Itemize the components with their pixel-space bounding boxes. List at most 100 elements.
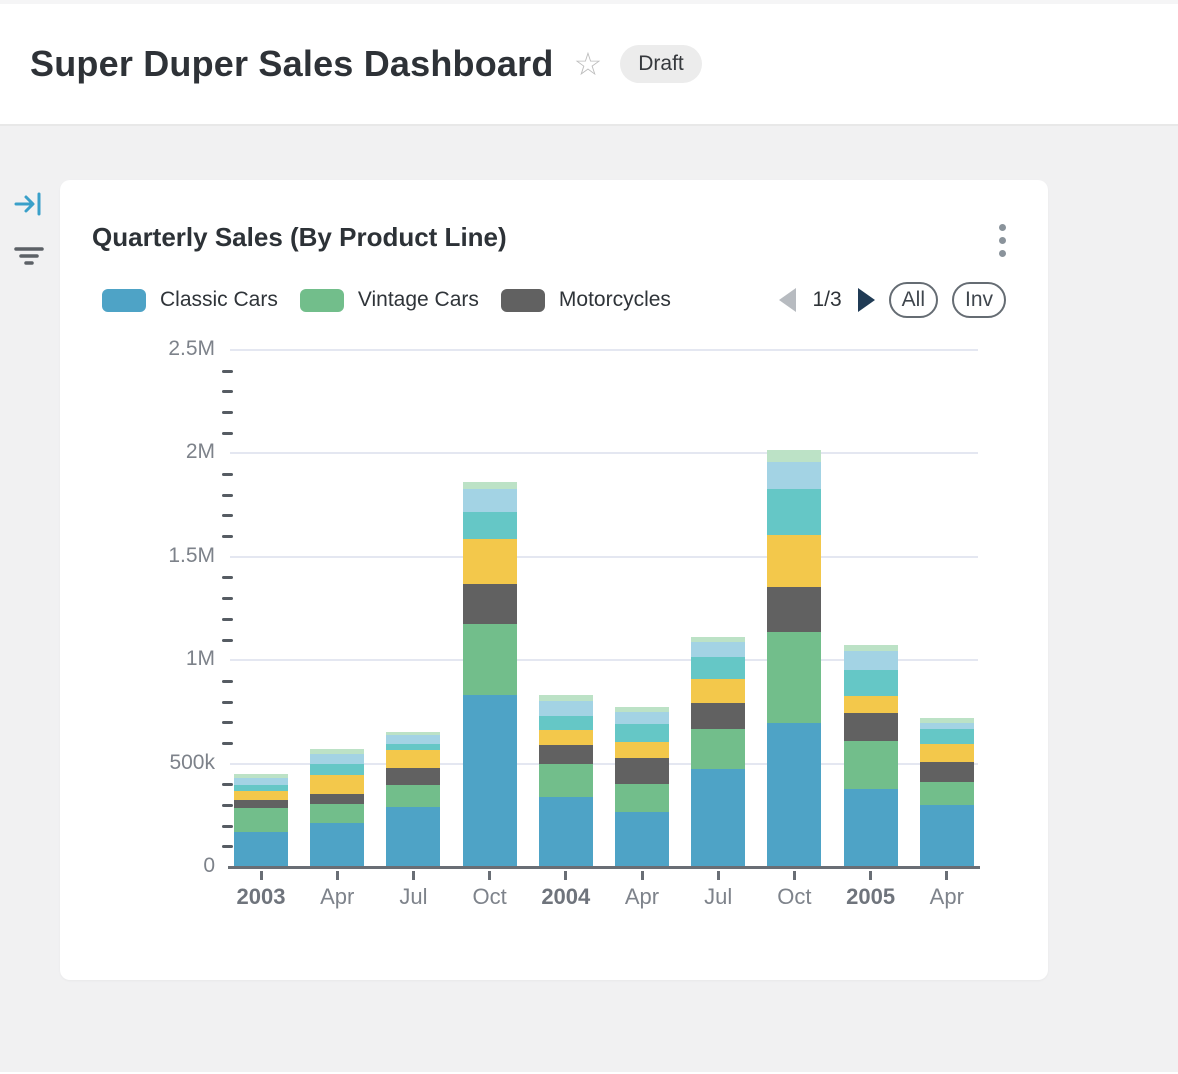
legend-item-classic-cars[interactable]: Classic Cars bbox=[102, 288, 278, 312]
y-axis-minor-tick bbox=[222, 741, 233, 745]
kebab-menu-icon[interactable] bbox=[995, 220, 1010, 261]
stacked-bar-2004-4[interactable] bbox=[538, 694, 593, 866]
stacked-bar-jul-2[interactable] bbox=[386, 731, 441, 866]
bar-segment bbox=[843, 713, 898, 741]
y-axis-minor-tick bbox=[222, 411, 233, 415]
pager-prev-icon[interactable] bbox=[779, 288, 797, 312]
stacked-bar-oct-3[interactable] bbox=[462, 481, 517, 866]
bar-segment bbox=[919, 743, 974, 762]
legend-swatch-vintage-cars bbox=[299, 288, 344, 312]
x-axis-tick bbox=[259, 871, 263, 880]
bar-segment bbox=[843, 740, 898, 789]
x-axis-label: Jul bbox=[704, 884, 733, 909]
bar-segment bbox=[462, 481, 517, 490]
bar-segment bbox=[919, 722, 974, 729]
x-axis-label: Oct bbox=[777, 884, 812, 909]
bar-segment bbox=[843, 788, 898, 866]
stacked-bar-apr-1[interactable] bbox=[310, 749, 365, 866]
filter-icon[interactable] bbox=[13, 244, 45, 273]
page-title: Super Duper Sales Dashboard bbox=[30, 43, 554, 84]
chart-card: Quarterly Sales (By Product Line) Classi… bbox=[60, 180, 1048, 980]
bar-segment bbox=[538, 715, 593, 731]
x-axis-line bbox=[228, 866, 980, 869]
bar-segment bbox=[462, 695, 517, 866]
bar-segment bbox=[310, 793, 365, 804]
legend-item-motorcycles[interactable]: Motorcycles bbox=[500, 288, 671, 312]
x-axis-tick bbox=[640, 871, 644, 880]
bar-segment bbox=[538, 730, 593, 746]
bar-segment bbox=[767, 449, 822, 462]
bar-segment bbox=[234, 791, 288, 801]
bar-segment bbox=[462, 512, 517, 540]
bar-segment bbox=[615, 741, 669, 759]
bar-segment bbox=[234, 807, 288, 832]
bar-segment bbox=[462, 583, 517, 624]
bar-segment bbox=[919, 781, 974, 805]
chart-title: Quarterly Sales (By Product Line) bbox=[92, 222, 507, 252]
bar-segment bbox=[615, 724, 669, 742]
y-axis-minor-tick bbox=[222, 845, 233, 849]
legend-inv-button[interactable]: Inv bbox=[951, 282, 1006, 318]
bar-segment bbox=[615, 711, 669, 725]
chart-plot-area: 2.5M 2M 1.5M 1M 500k 0 2003 Apr Jul Oct 2004 Apr Jul… bbox=[168, 337, 980, 909]
bar-segment bbox=[386, 806, 441, 866]
y-axis-minor-tick bbox=[222, 431, 233, 435]
x-axis-tick bbox=[792, 871, 796, 880]
bar-segment bbox=[691, 679, 746, 703]
stacked-bar-jul-6[interactable] bbox=[691, 637, 746, 866]
bar-segment bbox=[691, 637, 746, 643]
x-axis-tick bbox=[564, 871, 568, 880]
bar-segment bbox=[386, 731, 441, 736]
legend-row: Classic Cars Vintage Cars Motorcycles 1/… bbox=[102, 280, 1006, 320]
legend-label: Vintage Cars bbox=[357, 288, 479, 311]
bar-segment bbox=[310, 803, 365, 823]
bar-segment bbox=[691, 702, 746, 730]
y-axis-minor-tick bbox=[222, 824, 233, 828]
bar-segment bbox=[691, 656, 746, 680]
legend-all-button[interactable]: All bbox=[888, 282, 938, 318]
x-axis-label: Jul bbox=[399, 884, 428, 909]
bar-segment bbox=[386, 784, 441, 807]
x-axis-label: Apr bbox=[929, 884, 964, 909]
collapse-panel-icon[interactable] bbox=[13, 190, 45, 223]
stacked-bar-apr-5[interactable] bbox=[615, 706, 669, 866]
star-icon[interactable]: ☆ bbox=[573, 46, 603, 82]
legend-pager: 1/3 bbox=[779, 288, 875, 312]
bar-segment bbox=[462, 539, 517, 584]
y-axis-label: 2M bbox=[185, 440, 215, 464]
bar-segment bbox=[767, 489, 822, 535]
gridline bbox=[230, 659, 978, 662]
bar-segment bbox=[234, 777, 288, 785]
y-axis-label: 2.5M bbox=[168, 337, 215, 360]
x-axis-tick bbox=[945, 871, 949, 880]
page-header: Super Duper Sales Dashboard ☆ Draft bbox=[0, 4, 1178, 126]
bar-segment bbox=[386, 767, 441, 785]
bar-segment bbox=[538, 700, 593, 716]
legend-item-vintage-cars[interactable]: Vintage Cars bbox=[299, 288, 479, 312]
y-axis-minor-tick bbox=[222, 700, 233, 704]
stacked-bar-2005-8[interactable] bbox=[843, 644, 898, 866]
bar-segment bbox=[767, 461, 822, 490]
legend-swatch-motorcycles bbox=[500, 288, 545, 312]
bar-segment bbox=[843, 695, 898, 714]
y-axis-minor-tick bbox=[222, 493, 233, 497]
stacked-bar-apr-9[interactable] bbox=[919, 717, 974, 866]
x-axis-tick bbox=[716, 871, 720, 880]
gridline bbox=[230, 349, 978, 351]
pager-next-icon[interactable] bbox=[857, 288, 875, 312]
legend-label: Classic Cars bbox=[160, 288, 278, 311]
stacked-bar-2003-0[interactable] bbox=[234, 773, 288, 866]
stacked-bar-oct-7[interactable] bbox=[767, 449, 822, 866]
x-axis-label: 2004 bbox=[541, 884, 591, 909]
y-axis-label: 0 bbox=[203, 854, 215, 877]
gridline bbox=[230, 762, 978, 765]
y-axis-minor-tick bbox=[222, 783, 233, 787]
bar-segment bbox=[691, 642, 746, 657]
status-badge: Draft bbox=[620, 45, 702, 83]
bar-segment bbox=[386, 744, 441, 751]
x-axis-label: Apr bbox=[320, 884, 355, 909]
bar-segment bbox=[234, 773, 288, 778]
y-axis-minor-tick bbox=[222, 679, 233, 683]
bar-segment bbox=[691, 769, 746, 866]
bar-segment bbox=[843, 650, 898, 670]
